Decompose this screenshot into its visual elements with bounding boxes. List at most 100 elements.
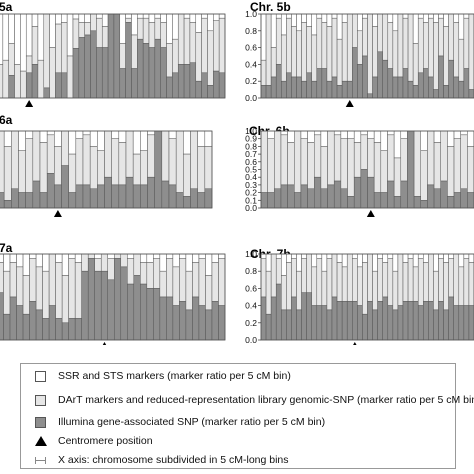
bar-segment — [362, 313, 368, 341]
bar-segment — [443, 309, 449, 341]
bar-segment — [172, 72, 179, 99]
y-tick-label: 0.4 — [245, 301, 257, 311]
bar-segment — [195, 32, 202, 82]
bar-segment — [460, 134, 468, 190]
bar-segment — [137, 17, 144, 40]
bar-segment — [183, 17, 191, 65]
bar-segment — [84, 13, 91, 23]
bar-segment — [205, 309, 213, 341]
bar-segment — [458, 253, 465, 268]
bar-segment — [9, 262, 17, 298]
bar-segment — [125, 176, 134, 209]
y-tick-label: 0.8 — [245, 141, 257, 151]
bar-segment — [204, 130, 213, 147]
bar-segment — [291, 258, 297, 298]
bar-segment — [43, 13, 50, 89]
bar-segment — [265, 85, 272, 99]
bar-segment — [137, 13, 144, 19]
bar-segment — [185, 253, 193, 272]
bar-segment — [300, 138, 308, 186]
bar-segment — [94, 258, 102, 272]
bar-segment — [458, 266, 465, 306]
y-tick-label: 0.5 — [245, 165, 257, 175]
bar-segment — [207, 13, 214, 32]
bar-segment — [140, 283, 148, 341]
bar-segment — [31, 26, 39, 65]
bar-segment — [218, 72, 226, 99]
bar-segment — [433, 309, 439, 341]
bar-segment — [46, 173, 55, 209]
bar-segment — [3, 270, 11, 315]
bar-segment — [372, 270, 378, 311]
bar-segment — [172, 266, 180, 306]
bar-segment — [372, 76, 378, 99]
legend-swatch-illumina — [35, 416, 46, 428]
bar-segment — [125, 130, 134, 178]
bar-segment — [346, 301, 353, 341]
bar-segment — [25, 72, 33, 99]
bar-segment — [201, 72, 208, 99]
bar-segment — [8, 13, 15, 44]
bar-segment — [154, 17, 161, 40]
bar-segment — [402, 301, 409, 341]
bar-segment — [183, 153, 191, 197]
bar-segment — [397, 305, 404, 341]
bar-segment — [160, 22, 167, 48]
bar-segment — [81, 253, 89, 272]
bar-segment — [402, 253, 409, 263]
panel-title: Chr. 5b — [250, 0, 291, 14]
bar-segment — [275, 17, 282, 65]
bar-segment — [438, 13, 444, 19]
bar-segment — [8, 75, 15, 99]
bar-segment — [443, 13, 449, 27]
bar-segment — [74, 262, 82, 319]
bar-segment — [274, 188, 282, 209]
bar-segment — [160, 13, 167, 23]
bar-segment — [146, 288, 154, 341]
bar-segment — [39, 142, 48, 193]
y-tick-label: 0.0 — [245, 93, 257, 103]
bar-segment — [125, 13, 132, 19]
bar-segment — [61, 253, 69, 276]
bar-segment — [175, 130, 184, 193]
legend: SSR and STS markers (marker ratio per 5 … — [20, 363, 474, 469]
bar-segment — [192, 262, 200, 298]
bar-segment — [96, 13, 103, 19]
bar-segment — [433, 253, 439, 272]
bar-segment — [412, 13, 419, 44]
bar-segment — [18, 130, 26, 151]
bar-segment — [468, 262, 474, 306]
bar-segment — [159, 296, 167, 341]
bar-segment — [166, 296, 174, 341]
bar-segment — [316, 68, 323, 99]
bar-segment — [400, 180, 408, 209]
bar-segment — [54, 184, 62, 209]
bar-segment — [107, 253, 115, 259]
bar-segment — [35, 309, 43, 341]
bar-segment — [387, 253, 394, 259]
bar-segment — [265, 13, 272, 86]
bar-segment — [320, 146, 328, 189]
bar-segment — [29, 301, 37, 341]
bar-segment — [373, 142, 382, 193]
bar-segment — [402, 13, 409, 19]
bar-segment — [367, 138, 375, 178]
bar-segment — [402, 262, 409, 302]
bar-segment — [440, 180, 448, 209]
bar-segment — [291, 13, 297, 27]
bar-segment — [87, 253, 95, 259]
bar-segment — [82, 130, 91, 136]
bar-segment — [427, 130, 435, 186]
bar-segment — [373, 130, 382, 143]
bar-segment — [11, 130, 19, 189]
bar-segment — [402, 68, 409, 99]
bar-segment — [39, 130, 48, 143]
bar-segment — [387, 22, 394, 69]
bar-segment — [22, 275, 30, 315]
bar-segment — [185, 309, 193, 341]
bar-segment — [291, 26, 297, 78]
bar-segment — [192, 296, 200, 341]
bar-segment — [460, 130, 468, 136]
bar-segment — [213, 20, 220, 72]
bar-segment — [280, 130, 288, 136]
